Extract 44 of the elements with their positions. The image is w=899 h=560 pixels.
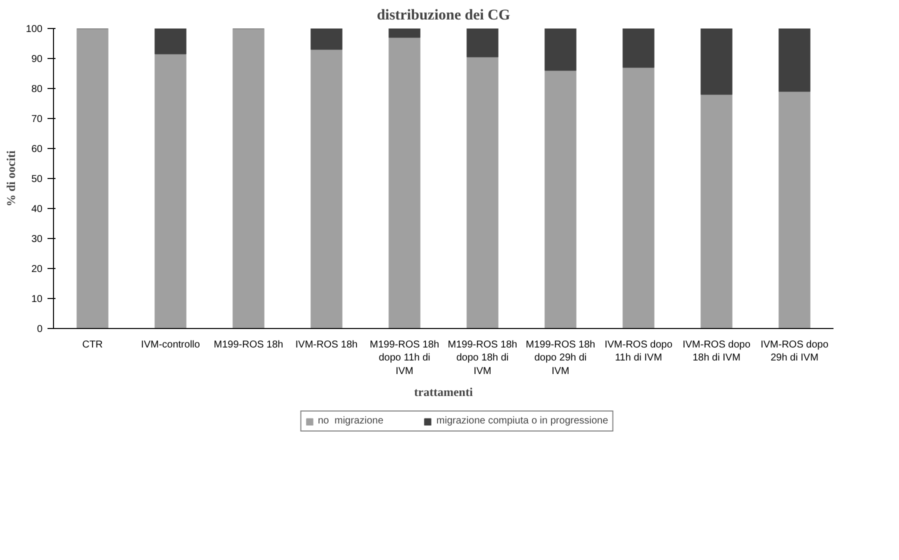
- y-axis-title: % di oociti: [4, 150, 18, 206]
- bar: [544, 70, 576, 328]
- y-tick-label: 0: [36, 324, 43, 335]
- legend-label: no migrazione: [318, 416, 384, 426]
- y-tick-label: 100: [26, 24, 43, 35]
- x-tick-label: IVM-controllo: [141, 340, 200, 350]
- bar: [388, 28, 420, 38]
- y-tick-label: 40: [31, 204, 43, 215]
- bar: [388, 37, 420, 328]
- bar: [622, 67, 654, 328]
- bar: [310, 28, 342, 50]
- y-tick-label: 70: [31, 114, 43, 125]
- bar: [466, 56, 498, 328]
- bar: [700, 28, 732, 95]
- x-tick-label: IVM-ROS dopo 11h di IVM: [604, 340, 673, 364]
- y-tick-label: 60: [31, 144, 43, 155]
- y-tick-label: 80: [31, 84, 43, 95]
- x-tick-label: CTR: [82, 340, 103, 350]
- y-tick-label: 90: [31, 54, 43, 65]
- y-tick-label: 20: [31, 264, 43, 275]
- x-axis-title: trattamenti: [414, 384, 474, 399]
- y-tick-label: 10: [31, 294, 43, 305]
- bar: [310, 49, 342, 328]
- bar: [778, 28, 810, 92]
- y-tick-label: 50: [31, 174, 43, 185]
- x-tick-label: IVM-ROS dopo 29h di IVM: [760, 340, 829, 364]
- bar: [232, 28, 264, 328]
- bar: [544, 28, 576, 71]
- bar: [622, 28, 654, 68]
- bar: [154, 54, 186, 328]
- x-tick-label: M199-ROS 18h dopo 18h di IVM: [448, 340, 518, 377]
- x-tick-label: IVM-ROS 18h: [295, 340, 358, 350]
- y-tick-label: 30: [31, 234, 43, 245]
- x-tick-label: M199-ROS 18h: [214, 340, 284, 350]
- bar: [466, 28, 498, 58]
- bar: [700, 94, 732, 328]
- bar: [778, 91, 810, 328]
- chart-title: distribuzione dei CG: [376, 8, 511, 24]
- x-tick-label: IVM-ROS dopo 18h di IVM: [682, 340, 751, 364]
- bar: [76, 28, 108, 328]
- bar: [154, 28, 186, 54]
- x-tick-label: M199-ROS 18h dopo 29h di IVM: [526, 340, 596, 377]
- legend-label: migrazione compiuta o in progressione: [436, 416, 608, 426]
- x-tick-label: M199-ROS 18h dopo 11h di IVM: [370, 340, 440, 377]
